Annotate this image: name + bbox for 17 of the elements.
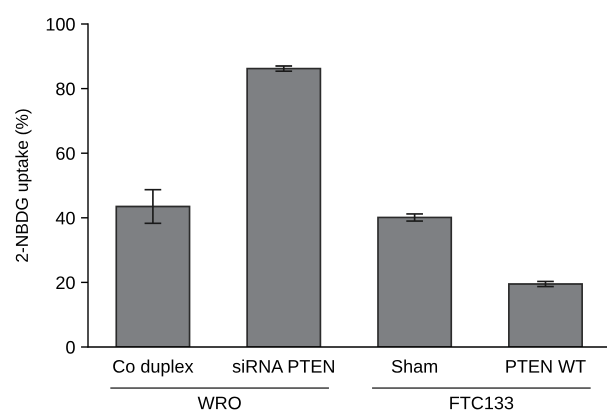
- y-tick-label: 20: [56, 276, 75, 290]
- y-tick-label: 80: [56, 82, 75, 96]
- x-tick-label: PTEN WT: [506, 360, 586, 373]
- y-tick-label: 0: [66, 340, 75, 354]
- y-tick-label: 100: [46, 18, 75, 31]
- y-axis-title: 2-NBDG uptake (%): [15, 109, 32, 262]
- bar: [115, 206, 190, 347]
- bar: [377, 216, 452, 347]
- x-tick-label: siRNA PTEN: [232, 360, 334, 373]
- bar: [246, 68, 322, 347]
- x-tick-label: Co duplex: [113, 360, 194, 376]
- bar: [508, 283, 583, 347]
- y-tick-label: 40: [56, 212, 75, 225]
- text: WRO: [198, 396, 241, 410]
- y-tick-label: 60: [56, 147, 75, 160]
- x-tick-label: Sham: [392, 360, 438, 373]
- text: FTC133: [450, 396, 514, 410]
